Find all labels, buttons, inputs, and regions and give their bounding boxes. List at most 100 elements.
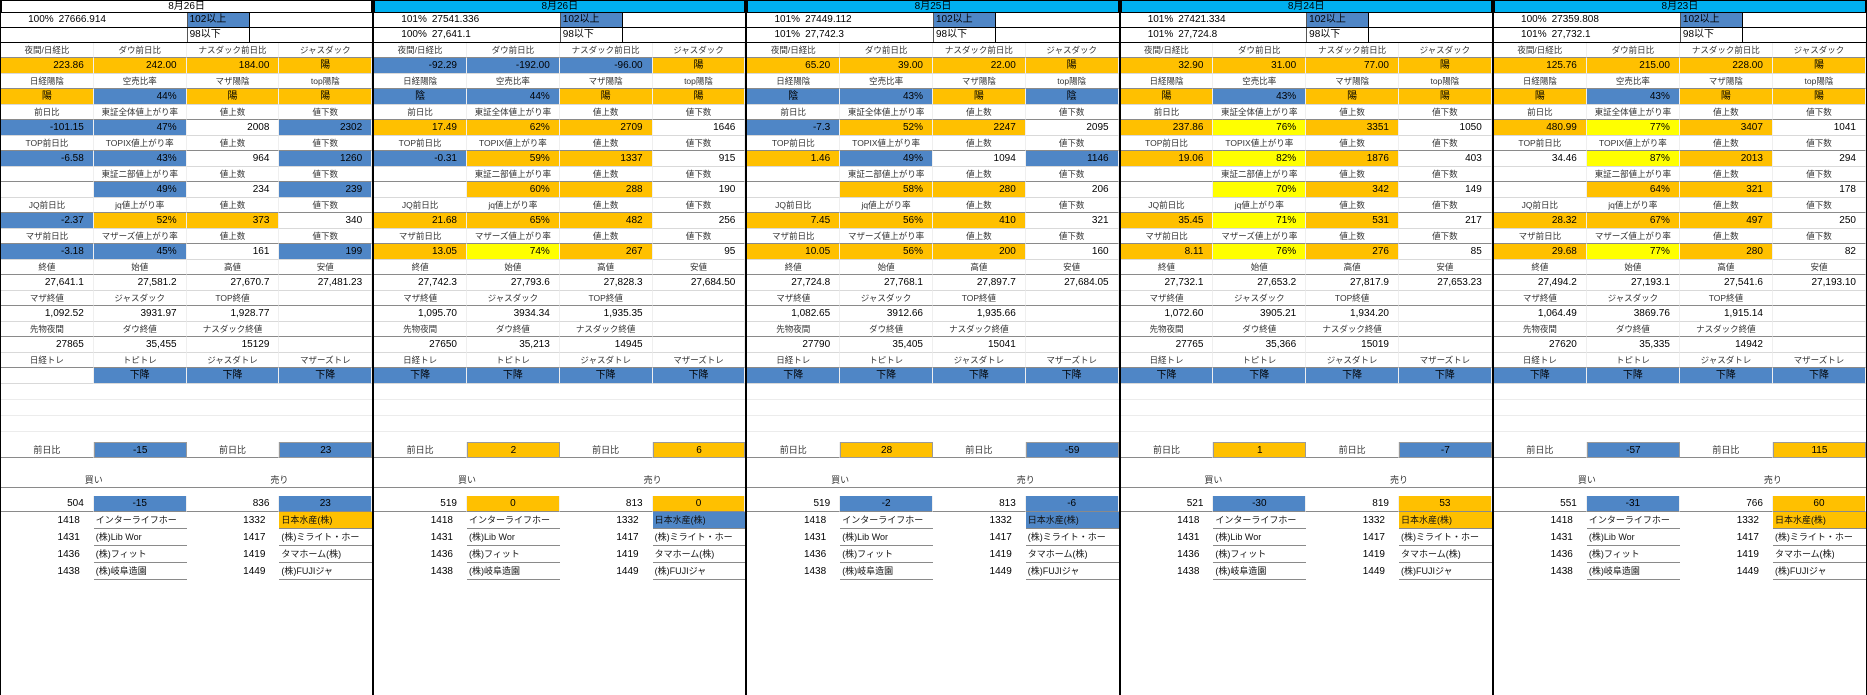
- value-cell[interactable]: 60%: [466, 182, 560, 198]
- count-cell[interactable]: 819: [1306, 496, 1399, 512]
- value-cell[interactable]: 27,684.05: [1025, 275, 1119, 291]
- value-cell[interactable]: 陰: [747, 89, 841, 105]
- stock-name[interactable]: タマホーム(株): [1772, 546, 1866, 563]
- stock-name[interactable]: (株)フィット: [1586, 546, 1680, 563]
- value-cell[interactable]: 964: [186, 151, 280, 167]
- value-cell[interactable]: 陽: [279, 58, 373, 74]
- value-cell[interactable]: [652, 306, 746, 322]
- value-cell[interactable]: 52%: [93, 213, 187, 229]
- value-cell[interactable]: 陽: [1398, 89, 1492, 105]
- value-cell[interactable]: 3351: [1306, 120, 1399, 136]
- value-cell[interactable]: 161: [186, 244, 280, 260]
- value-cell[interactable]: 160: [1025, 244, 1119, 260]
- stock-name[interactable]: タマホーム(株): [1025, 546, 1119, 563]
- value-cell[interactable]: 47%: [93, 120, 187, 136]
- value-cell[interactable]: 陽: [932, 89, 1026, 105]
- value-cell[interactable]: 915: [652, 151, 746, 167]
- value-cell[interactable]: 35,455: [93, 337, 187, 353]
- value-cell[interactable]: 27,481.23: [279, 275, 373, 291]
- value-cell[interactable]: 43%: [840, 89, 933, 105]
- stock-name[interactable]: (株)フィット: [840, 546, 933, 563]
- stock-code[interactable]: 1438: [430, 566, 453, 577]
- stock-name[interactable]: (株)岐阜造園: [93, 563, 187, 580]
- change-value[interactable]: 23: [279, 442, 373, 458]
- stock-code[interactable]: 1419: [989, 549, 1012, 560]
- value-cell[interactable]: 1094: [932, 151, 1026, 167]
- value-cell[interactable]: 下降: [559, 368, 653, 384]
- stock-code[interactable]: 1417: [989, 532, 1012, 543]
- threshold-cell[interactable]: 102以上: [186, 13, 250, 27]
- change-value[interactable]: 6: [652, 442, 746, 458]
- value-cell[interactable]: 280: [932, 182, 1026, 198]
- value-cell[interactable]: 70%: [1213, 182, 1307, 198]
- value-cell[interactable]: 77%: [1586, 244, 1680, 260]
- value-cell[interactable]: 65%: [466, 213, 560, 229]
- stock-code[interactable]: 1418: [430, 515, 453, 526]
- value-cell[interactable]: -101.15: [1, 120, 94, 136]
- value-cell[interactable]: 65.20: [747, 58, 841, 74]
- value-cell[interactable]: 62%: [466, 120, 560, 136]
- count-change-cell[interactable]: 0: [466, 496, 560, 512]
- value-cell[interactable]: 陽: [1025, 58, 1119, 74]
- value-cell[interactable]: 95: [652, 244, 746, 260]
- stock-name[interactable]: 日本水産(株): [1398, 512, 1492, 529]
- change-value[interactable]: 2: [466, 442, 560, 458]
- count-change-cell[interactable]: -15: [93, 496, 187, 512]
- value-cell[interactable]: 27,494.2: [1493, 275, 1587, 291]
- value-cell[interactable]: 27650: [374, 337, 467, 353]
- change-value[interactable]: -15: [93, 442, 187, 458]
- value-cell[interactable]: [1772, 337, 1866, 353]
- threshold-cell[interactable]: 98以下: [932, 28, 997, 42]
- stock-name[interactable]: (株)FUJIジャ: [279, 563, 373, 580]
- value-cell[interactable]: 190: [652, 182, 746, 198]
- stock-code[interactable]: 1449: [616, 566, 639, 577]
- value-cell[interactable]: [279, 306, 373, 322]
- value-cell[interactable]: 43%: [1213, 89, 1307, 105]
- value-cell[interactable]: 1041: [1772, 120, 1866, 136]
- value-cell[interactable]: 1146: [1025, 151, 1119, 167]
- value-cell[interactable]: 陽: [1120, 89, 1214, 105]
- stock-name[interactable]: (株)ミライト・ホー: [1772, 529, 1866, 546]
- value-cell[interactable]: 陽: [1772, 58, 1866, 74]
- change-value[interactable]: 1: [1213, 442, 1307, 458]
- index-level-cell[interactable]: 27,724.8: [1178, 29, 1218, 40]
- value-cell[interactable]: 27,817.9: [1306, 275, 1399, 291]
- stock-name[interactable]: タマホーム(株): [652, 546, 746, 563]
- stock-name[interactable]: (株)フィット: [466, 546, 560, 563]
- value-cell[interactable]: 45%: [93, 244, 187, 260]
- value-cell[interactable]: 15041: [932, 337, 1026, 353]
- value-cell[interactable]: 14942: [1679, 337, 1773, 353]
- value-cell[interactable]: 199: [279, 244, 373, 260]
- change-value[interactable]: 115: [1772, 442, 1866, 458]
- value-cell[interactable]: 27,653.23: [1398, 275, 1492, 291]
- value-cell[interactable]: [1398, 337, 1492, 353]
- percent-cell[interactable]: 100%: [401, 29, 427, 40]
- value-cell[interactable]: 1,934.20: [1306, 306, 1399, 322]
- value-cell[interactable]: 下降: [279, 368, 373, 384]
- value-cell[interactable]: 下降: [1306, 368, 1399, 384]
- value-cell[interactable]: 下降: [1679, 368, 1773, 384]
- value-cell[interactable]: -7.3: [747, 120, 841, 136]
- value-cell[interactable]: 35,335: [1586, 337, 1680, 353]
- value-cell[interactable]: [1493, 182, 1587, 198]
- threshold-cell[interactable]: 98以下: [1679, 28, 1744, 42]
- stock-code[interactable]: 1419: [616, 549, 639, 560]
- value-cell[interactable]: 67%: [1586, 213, 1680, 229]
- value-cell[interactable]: 1050: [1398, 120, 1492, 136]
- value-cell[interactable]: 3905.21: [1213, 306, 1307, 322]
- value-cell[interactable]: 17.49: [374, 120, 467, 136]
- stock-code[interactable]: 1436: [1550, 549, 1573, 560]
- value-cell[interactable]: 28.32: [1493, 213, 1587, 229]
- index-level-cell[interactable]: 27,641.1: [431, 29, 471, 40]
- value-cell[interactable]: 陰: [374, 89, 467, 105]
- stock-name[interactable]: (株)岐阜造園: [1586, 563, 1680, 580]
- stock-code[interactable]: 1449: [243, 566, 266, 577]
- value-cell[interactable]: 27,684.50: [652, 275, 746, 291]
- percent-cell[interactable]: 101%: [774, 14, 801, 25]
- value-cell[interactable]: 228.00: [1679, 58, 1773, 74]
- value-cell[interactable]: 15129: [186, 337, 280, 353]
- value-cell[interactable]: -6.58: [1, 151, 94, 167]
- value-cell[interactable]: 294: [1772, 151, 1866, 167]
- stock-name[interactable]: (株)Lib Wor: [840, 529, 933, 546]
- value-cell[interactable]: 下降: [1025, 368, 1119, 384]
